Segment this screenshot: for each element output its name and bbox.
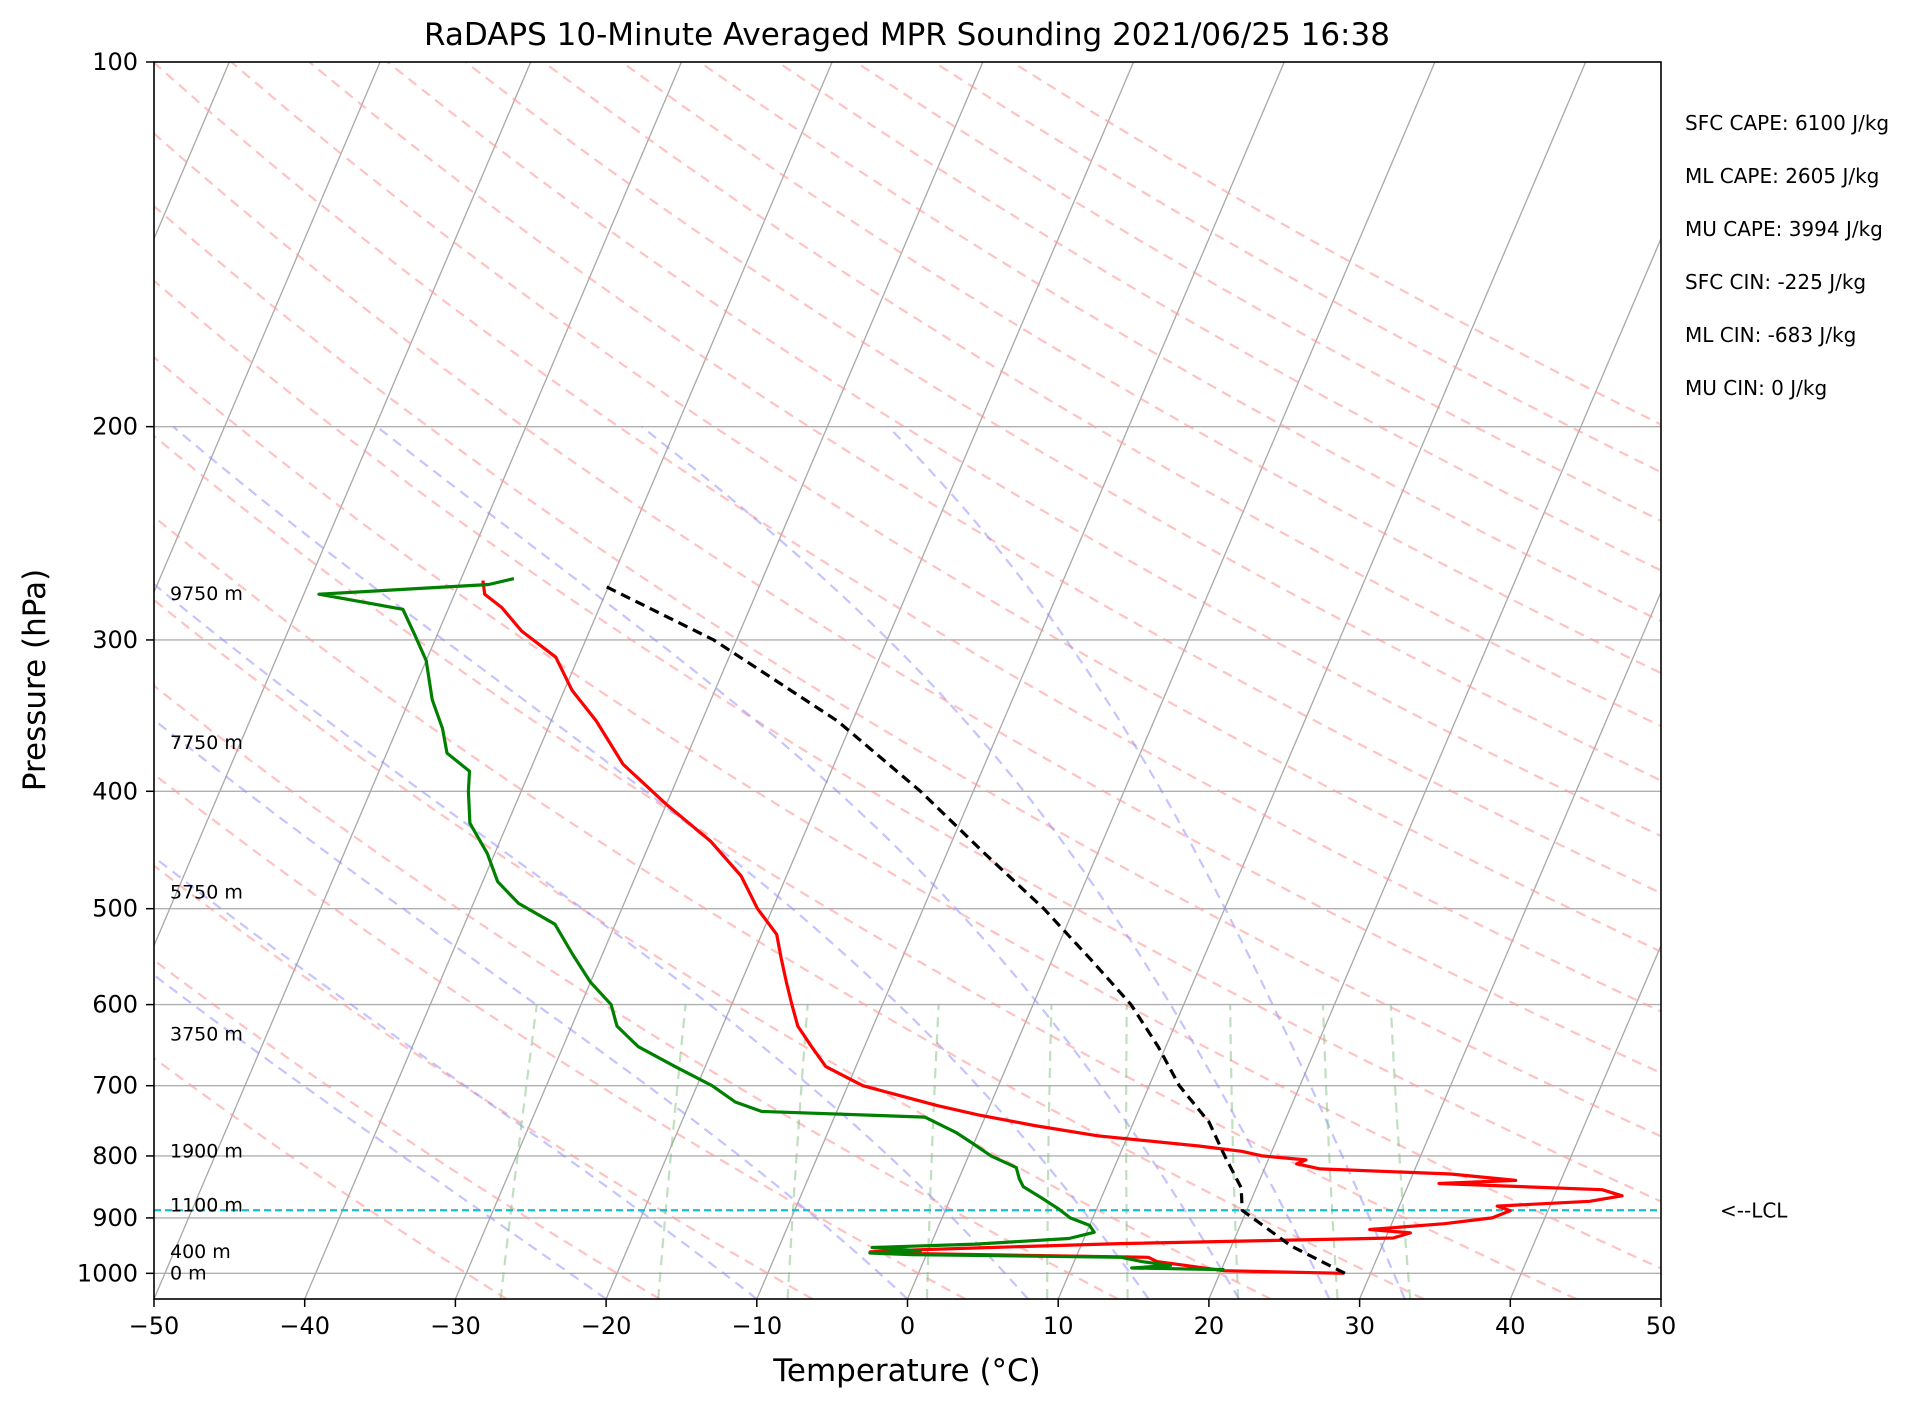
y-tick-label: 800 bbox=[92, 1142, 138, 1170]
temperature-trace bbox=[481, 580, 1624, 1275]
x-tick-label: 50 bbox=[1646, 1312, 1677, 1340]
mixing-ratio-line bbox=[1124, 1004, 1129, 1299]
height-label: 3750 m bbox=[170, 1023, 243, 1045]
moist-adiabat-line bbox=[154, 582, 1029, 1299]
mixing-ratio-line bbox=[786, 1004, 809, 1299]
dry-adiabat-line bbox=[154, 62, 1661, 1013]
dry-adiabat-line bbox=[154, 204, 1661, 1138]
mixing-ratio-line bbox=[1389, 1004, 1412, 1299]
mixing-ratio-line bbox=[657, 1004, 687, 1299]
stat-label: ML CIN: -683 J/kg bbox=[1685, 323, 1856, 347]
dry-adiabat-line bbox=[933, 62, 1661, 474]
dry-adiabat-line bbox=[154, 864, 814, 1299]
height-label: 1100 m bbox=[170, 1194, 243, 1216]
dry-adiabat-line bbox=[308, 62, 1661, 895]
height-label: 1900 m bbox=[170, 1140, 243, 1162]
isotherm-line bbox=[1509, 943, 1661, 1299]
x-tick-label: 40 bbox=[1495, 1312, 1526, 1340]
x-tick-label: −10 bbox=[731, 1312, 782, 1340]
stat-label: MU CAPE: 3994 J/kg bbox=[1685, 217, 1883, 241]
y-tick-label: 300 bbox=[92, 626, 138, 654]
height-label: 0 m bbox=[170, 1262, 207, 1284]
chart-title: RaDAPS 10-Minute Averaged MPR Sounding 2… bbox=[424, 17, 1390, 53]
isotherm-line bbox=[154, 62, 683, 1299]
stat-label: SFC CIN: -225 J/kg bbox=[1685, 270, 1866, 294]
x-axis-title: Temperature (°C) bbox=[772, 1353, 1041, 1389]
dry-adiabat-line bbox=[154, 434, 1577, 1299]
height-label: 7750 m bbox=[170, 732, 243, 754]
moist-adiabat-line bbox=[641, 425, 1331, 1299]
y-tick-label: 100 bbox=[92, 48, 138, 76]
isotherm-line bbox=[154, 62, 532, 948]
isotherm-line bbox=[756, 62, 1285, 1299]
x-tick-label: 10 bbox=[1043, 1312, 1074, 1340]
isotherm-line bbox=[1660, 1297, 1661, 1299]
dry-adiabat-line bbox=[154, 515, 1425, 1299]
lcl-group: <--LCL bbox=[1720, 1198, 1788, 1222]
y-tick-label: 600 bbox=[92, 991, 138, 1019]
parcel-trace bbox=[601, 583, 1346, 1275]
dry-adiabat-line bbox=[154, 355, 1661, 1270]
dry-adiabat-line bbox=[777, 62, 1661, 572]
dry-adiabat-line bbox=[698, 62, 1661, 623]
isotherm-line bbox=[906, 62, 1436, 1299]
isotherm-line bbox=[454, 62, 984, 1299]
y-axis-ticks: 100 200 300 400 500 600 700 800 900 1000 bbox=[77, 48, 154, 1287]
stat-label: ML CAPE: 2605 J/kg bbox=[1685, 164, 1879, 188]
y-tick-label: 900 bbox=[92, 1204, 138, 1232]
dry-adiabat-line bbox=[855, 62, 1661, 523]
moist-adiabat-line bbox=[376, 425, 1240, 1299]
y-tick-label: 1000 bbox=[77, 1259, 138, 1287]
dry-adiabat-line bbox=[464, 62, 1661, 782]
height-label: 9750 m bbox=[170, 583, 243, 605]
y-tick-label: 200 bbox=[92, 413, 138, 441]
height-labels: 9750 m 7750 m 5750 m 3750 m 1900 m 1100 m 400 … bbox=[170, 583, 243, 1284]
series-layer bbox=[317, 577, 1624, 1275]
y-tick-label: 500 bbox=[92, 895, 138, 923]
isotherm-line bbox=[154, 62, 381, 594]
isotherm-line bbox=[605, 62, 1135, 1299]
moist-adiabat-line bbox=[887, 425, 1406, 1299]
height-label: 400 m bbox=[170, 1241, 231, 1263]
x-tick-label: −20 bbox=[581, 1312, 632, 1340]
moist-adiabat-line bbox=[172, 425, 1150, 1299]
dry-adiabat-line bbox=[154, 958, 661, 1299]
x-tick-label: −40 bbox=[279, 1312, 330, 1340]
mixing-ratio-line bbox=[499, 1004, 538, 1299]
dry-adiabat-line bbox=[1011, 62, 1661, 426]
mixing-ratio-line bbox=[925, 1004, 940, 1299]
isotherm-line bbox=[1359, 590, 1661, 1299]
stat-label: MU CIN: 0 J/kg bbox=[1685, 376, 1827, 400]
dry-adiabat-line bbox=[154, 684, 1119, 1299]
y-tick-label: 700 bbox=[92, 1072, 138, 1100]
mixing-ratio-line bbox=[1046, 1004, 1053, 1299]
dry-adiabat-line bbox=[154, 131, 1661, 1075]
mixing-ratio-line bbox=[1321, 1004, 1339, 1299]
x-axis-ticks: −50 −40 −30 −20 −10 0 10 20 30 40 50 bbox=[129, 1299, 1677, 1340]
moist-adiabat-line bbox=[154, 855, 758, 1299]
background-lines bbox=[154, 62, 1661, 1299]
stat-label: SFC CAPE: 6100 J/kg bbox=[1685, 111, 1889, 135]
x-tick-label: 0 bbox=[900, 1312, 915, 1340]
isotherm-line bbox=[1057, 62, 1587, 1299]
x-tick-label: 30 bbox=[1344, 1312, 1375, 1340]
x-tick-label: −50 bbox=[129, 1312, 180, 1340]
lcl-label: <--LCL bbox=[1720, 1198, 1788, 1222]
plot-frame bbox=[153, 61, 1662, 1300]
dry-adiabat-line bbox=[154, 1056, 508, 1299]
moist-adiabat-line bbox=[154, 973, 607, 1299]
isotherm-line bbox=[1208, 237, 1661, 1299]
dry-adiabat-line bbox=[386, 62, 1661, 838]
y-axis-title: Pressure (hPa) bbox=[17, 569, 53, 791]
dry-adiabat-line bbox=[154, 598, 1272, 1299]
dry-adiabat-line bbox=[154, 279, 1661, 1203]
x-tick-label: −30 bbox=[430, 1312, 481, 1340]
dewpoint-trace bbox=[317, 577, 1225, 1272]
dry-adiabat-line bbox=[230, 62, 1661, 953]
y-tick-label: 400 bbox=[92, 777, 138, 805]
height-label: 5750 m bbox=[170, 882, 243, 904]
x-tick-label: 20 bbox=[1194, 1312, 1225, 1340]
stats-panel: SFC CAPE: 6100 J/kg ML CAPE: 2605 J/kg MU … bbox=[1685, 111, 1889, 400]
